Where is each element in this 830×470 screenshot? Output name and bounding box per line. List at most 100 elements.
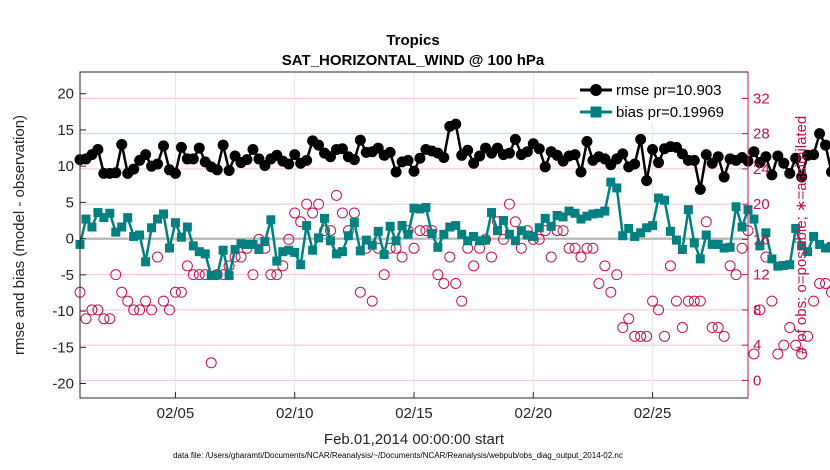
bias-point [254,244,264,254]
bias-point [391,236,401,246]
obs-possible-point [152,251,164,263]
obs-possible-point [647,295,659,307]
bias-point [242,239,252,249]
obs-possible-point [826,286,830,298]
rmse-point [241,154,253,166]
obs-possible-point [503,198,515,210]
y-right-tick-label: 20 [753,196,770,213]
y-tick-label: 0 [66,231,74,248]
bias-point [683,205,693,215]
bias-point [797,241,807,251]
rmse-point [748,146,760,158]
bias-point [379,250,389,260]
obs-possible-point [796,348,808,360]
bias-point [159,209,168,219]
obs-possible-point [205,357,217,369]
bias-point [516,226,526,236]
bias-point [326,236,335,246]
bias-point [785,260,795,270]
bias-point [779,260,789,270]
rmse-point [635,133,647,145]
rmse-point [688,154,700,166]
bias-point [272,256,282,266]
obs-possible-point [641,330,653,342]
rmse-point [92,144,104,156]
rmse-point [641,175,653,187]
bias-point [648,221,658,231]
obs-possible-point [313,198,325,210]
bias-point [308,245,318,255]
bias-point [403,229,413,239]
bias-point [302,221,312,231]
y-right-tick-label: 0 [753,372,761,389]
obs-possible-point [122,295,134,307]
bias-point [695,254,705,264]
bias-point [827,242,830,252]
bias-point [355,246,365,256]
obs-possible-point [289,207,301,219]
rmse-point [629,158,641,170]
obs-possible-point [581,242,593,254]
bias-point [439,229,449,239]
bias-point [188,241,198,251]
y-tick-label: 15 [57,122,74,139]
bias-point [534,223,544,233]
obs-possible-point [330,189,342,201]
rmse-point [766,169,778,181]
rmse-point [372,142,384,154]
obs-possible-point [432,269,444,281]
rmse-point [772,150,784,162]
rmse-point [313,139,325,151]
bias-point [457,229,467,239]
bias-point [212,270,222,280]
obs-possible-point [450,277,462,289]
bias-point [487,208,497,218]
rmse-point [301,154,313,166]
bias-point [427,229,437,239]
bias-point [99,213,109,223]
obs-possible-point [193,269,205,281]
obs-possible-point [712,322,724,334]
bias-point [725,242,735,252]
bias-point [481,235,491,245]
bias-point [821,243,830,253]
bias-point [415,204,425,214]
bias-point [331,249,341,259]
y-tick-label: -20 [52,376,74,393]
rmse-point [384,146,396,158]
bias-point [105,208,115,218]
obs-possible-point [414,225,426,237]
obs-possible-point [688,295,700,307]
rmse-point [289,149,301,161]
data-layer [74,118,830,369]
bias-point [129,231,139,241]
obs-possible-point [163,304,175,316]
bias-point [564,206,574,216]
bias-point [606,177,616,187]
bias-point [200,249,210,259]
obs-possible-point [545,251,557,263]
rmse-point [283,158,295,170]
y-tick-label: -5 [61,267,74,284]
rmse-point [808,149,820,161]
obs-possible-point [486,251,498,263]
rmse-point [402,154,414,166]
obs-possible-point [814,277,826,289]
bias-point [713,239,723,249]
bias-point [791,223,801,233]
rmse-point [509,133,521,145]
bias-point [737,222,747,232]
rmse-point [390,166,402,178]
bias-point [93,208,103,218]
bias-point [445,222,455,232]
y-tick-label: 5 [66,194,74,211]
bias-point [660,195,669,205]
obs-possible-point [277,260,289,272]
bias-point [176,232,186,242]
rmse-point [414,152,426,164]
rmse-point [521,146,533,158]
rmse-point [647,144,659,156]
bias-point [761,228,771,238]
bias-point [642,223,652,233]
bias-point [373,226,383,236]
